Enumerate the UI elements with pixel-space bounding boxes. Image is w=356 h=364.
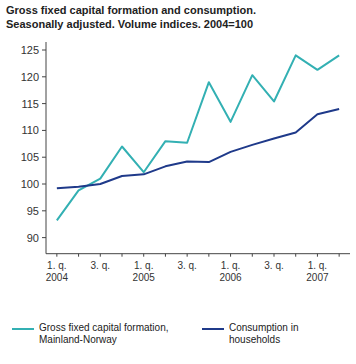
x-tick <box>187 254 188 257</box>
x-tick-label-line: 3. q. <box>91 260 110 271</box>
x-tick <box>317 254 318 257</box>
y-tick <box>42 50 46 51</box>
x-tick-label: 3. q. <box>91 260 110 271</box>
x-tick-label-line: 2007 <box>306 272 329 283</box>
y-tick <box>42 210 46 211</box>
x-tick <box>252 254 253 257</box>
legend-item: Gross fixed capital formation, Mainland-… <box>12 322 192 346</box>
x-tick <box>230 254 231 257</box>
y-tick <box>42 130 46 131</box>
y-tick <box>42 184 46 185</box>
x-tick <box>56 254 57 257</box>
legend-item: Consumption in households <box>202 322 342 346</box>
x-tick <box>295 254 296 257</box>
x-tick-label: 1. q.2006 <box>219 260 242 283</box>
series-line <box>57 55 339 220</box>
x-tick-label: 3. q. <box>177 260 196 271</box>
x-tick-label-line: 1. q. <box>47 260 66 271</box>
subtitle: Seasonally adjusted. Volume indices. 200… <box>6 18 253 30</box>
legend-swatch <box>202 328 224 330</box>
x-tick <box>274 254 275 257</box>
x-tick <box>78 254 79 257</box>
y-tick <box>42 157 46 158</box>
y-tick-label: 105 <box>21 151 39 163</box>
x-tick-label-line: 2006 <box>219 272 242 283</box>
x-tick-label-line: 2005 <box>133 272 156 283</box>
x-tick-label-line: 1. q. <box>308 260 327 271</box>
y-tick <box>42 76 46 77</box>
y-tick <box>42 237 46 238</box>
y-tick-label: 120 <box>21 71 39 83</box>
plot-area <box>57 55 339 220</box>
y-tick-label: 110 <box>21 124 39 136</box>
y-tick-label: 115 <box>21 98 39 110</box>
x-tick-label-line: 3. q. <box>264 260 283 271</box>
x-tick-label: 1. q.2007 <box>306 260 329 283</box>
x-tick-label: 1. q.2005 <box>133 260 156 283</box>
title: Gross fixed capital formation and consum… <box>6 4 256 16</box>
legend-label: Gross fixed capital formation, Mainland-… <box>39 322 189 346</box>
x-tick-label: 3. q. <box>264 260 283 271</box>
x-tick <box>122 254 123 257</box>
legend-swatch <box>12 328 34 330</box>
x-tick <box>208 254 209 257</box>
y-tick-label: 95 <box>27 205 39 217</box>
x-tick-label: 1. q.2004 <box>46 260 69 283</box>
y-axis <box>46 42 47 254</box>
x-tick-label-line: 2004 <box>46 272 69 283</box>
x-tick <box>339 254 340 257</box>
y-tick-label: 125 <box>21 44 39 56</box>
x-tick <box>143 254 144 257</box>
x-tick <box>100 254 101 257</box>
series-line <box>57 109 339 188</box>
legend-label: Consumption in households <box>229 322 319 346</box>
x-tick-label-line: 3. q. <box>177 260 196 271</box>
x-axis <box>46 253 350 254</box>
y-tick <box>42 103 46 104</box>
y-tick-label: 100 <box>21 178 39 190</box>
y-tick-label: 90 <box>27 232 39 244</box>
x-tick <box>165 254 166 257</box>
x-tick-label-line: 1. q. <box>221 260 240 271</box>
x-tick-label-line: 1. q. <box>134 260 153 271</box>
